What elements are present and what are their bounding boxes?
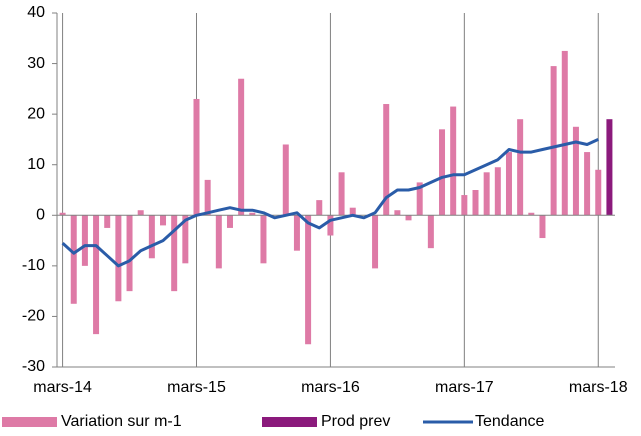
bar bbox=[505, 152, 512, 216]
bar bbox=[182, 215, 189, 264]
x-tick-label: mars-17 bbox=[435, 379, 494, 396]
bar bbox=[427, 215, 434, 249]
bar bbox=[204, 179, 211, 216]
y-tick-label: 0 bbox=[36, 207, 45, 224]
y-tick-label: -30 bbox=[22, 358, 45, 375]
bar bbox=[394, 210, 401, 216]
bar bbox=[215, 215, 222, 269]
bar bbox=[595, 169, 602, 216]
bar bbox=[70, 215, 77, 304]
bar bbox=[550, 66, 557, 216]
bar bbox=[171, 215, 178, 292]
x-tick-label: mars-18 bbox=[569, 379, 628, 396]
bar bbox=[517, 119, 524, 216]
y-tick-label: 30 bbox=[27, 55, 45, 72]
bar bbox=[93, 215, 100, 335]
y-tick-label: 20 bbox=[27, 105, 45, 122]
bar bbox=[282, 144, 289, 216]
y-tick-label: -10 bbox=[22, 257, 45, 274]
trend-line bbox=[61, 138, 599, 268]
bar bbox=[461, 195, 468, 216]
bar bbox=[450, 106, 457, 216]
bar bbox=[539, 215, 546, 239]
bar bbox=[528, 212, 535, 216]
bar bbox=[148, 215, 155, 259]
bar bbox=[584, 152, 591, 216]
x-tick-label: mars-15 bbox=[167, 379, 226, 396]
legend-label: Variation sur m-1 bbox=[61, 413, 182, 430]
bar bbox=[405, 215, 412, 221]
bar bbox=[59, 212, 66, 216]
legend-swatch bbox=[262, 417, 317, 427]
bar bbox=[383, 104, 390, 216]
bar bbox=[494, 167, 501, 216]
bar bbox=[137, 210, 144, 216]
bar bbox=[606, 119, 613, 216]
bar bbox=[305, 215, 312, 345]
x-tick-label: mars-16 bbox=[301, 379, 360, 396]
y-tick-label: 10 bbox=[27, 156, 45, 173]
bar bbox=[416, 182, 423, 216]
bar bbox=[249, 212, 256, 216]
bar bbox=[160, 215, 167, 226]
bar bbox=[338, 172, 345, 216]
y-tick-label: 40 bbox=[27, 4, 45, 21]
bar bbox=[226, 215, 233, 228]
bar bbox=[439, 129, 446, 216]
bar bbox=[372, 215, 379, 269]
bar bbox=[293, 215, 300, 251]
bar bbox=[104, 215, 111, 228]
bar bbox=[572, 126, 579, 216]
bar bbox=[193, 98, 200, 216]
bar bbox=[81, 215, 88, 266]
legend-label: Tendance bbox=[475, 413, 544, 430]
y-tick-label: -20 bbox=[22, 308, 45, 325]
legend-label: Prod prev bbox=[321, 413, 390, 430]
x-tick-label: mars-14 bbox=[33, 379, 92, 396]
bar bbox=[316, 200, 323, 216]
bar bbox=[126, 215, 133, 292]
bar bbox=[472, 190, 479, 216]
bar bbox=[115, 215, 122, 302]
bar bbox=[349, 207, 356, 216]
bar bbox=[483, 172, 490, 216]
bar bbox=[260, 215, 267, 264]
legend-swatch bbox=[2, 417, 57, 427]
bar bbox=[561, 50, 568, 216]
bar bbox=[238, 78, 245, 216]
bar bbox=[327, 215, 334, 236]
